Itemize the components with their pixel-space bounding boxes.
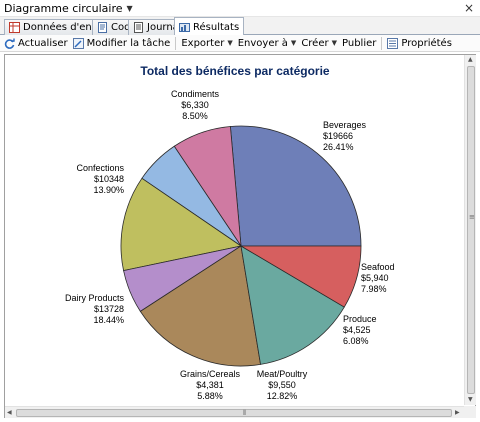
tab-label: Code: [111, 22, 137, 33]
chevron-down-icon[interactable]: ▼: [126, 3, 133, 13]
slice-label-percent: 5.88%: [197, 391, 223, 401]
window-titlebar: Diagramme circulaire ▼ ×: [0, 0, 480, 17]
vertical-scrollbar[interactable]: ▲ ≡ ▼: [464, 55, 476, 405]
modify-task-button[interactable]: Modifier la tâche: [72, 37, 170, 49]
slice-label-percent: 18.44%: [93, 315, 124, 325]
tab-strip: Données d'entrée Code Journal Résultats: [0, 17, 480, 36]
refresh-button[interactable]: Actualiser: [4, 38, 68, 49]
slice-label-percent: 26.41%: [323, 142, 354, 152]
results-viewer: Total des bénéfices par catégorie Bevera…: [4, 54, 476, 418]
tab-label: Journal: [147, 22, 182, 33]
refresh-icon: [4, 38, 15, 49]
pie-slice-confections: [240, 245, 345, 365]
vertical-scroll-thumb[interactable]: ≡: [467, 66, 475, 394]
scroll-right-icon[interactable]: ▶: [455, 409, 460, 416]
slice-label-name: Grains/Cereals: [180, 369, 241, 379]
scrollbar-corner: [464, 406, 476, 418]
window-title: Diagramme circulaire: [4, 1, 123, 15]
chevron-down-icon: ▼: [227, 39, 233, 47]
slice-label-amount: $5,940: [361, 273, 389, 283]
tab-results[interactable]: Résultats: [174, 17, 245, 36]
slice-label-percent: 13.90%: [93, 185, 124, 195]
chevron-down-icon: ▼: [331, 39, 337, 47]
grip-icon: ≡: [469, 213, 475, 221]
results-toolbar: Actualiser Modifier la tâche Exporter ▼ …: [0, 35, 480, 52]
slice-label-name: Condiments: [171, 89, 220, 99]
toolbar-separator: [381, 36, 383, 50]
slice-label-percent: 8.50%: [182, 111, 208, 121]
slice-label-amount: $9,550: [268, 380, 296, 390]
pie-slice-dairy-products: [139, 245, 262, 367]
slice-label-name: Beverages: [323, 120, 367, 130]
scroll-down-icon[interactable]: ▼: [468, 396, 473, 403]
horizontal-scrollbar[interactable]: ◀ ⦀ ▶: [5, 406, 464, 418]
chart-container: Total des bénéfices par catégorie Bevera…: [7, 57, 463, 405]
pie-slice-condiments: [239, 245, 362, 308]
slice-label-amount: $4,381: [196, 380, 224, 390]
edit-task-icon: [72, 37, 84, 49]
pie-slice-beverages: [229, 125, 362, 247]
slice-label-amount: $4,525: [343, 325, 371, 335]
slice-label-name: Confections: [76, 163, 124, 173]
log-icon: [133, 22, 144, 33]
grip-icon: ⦀: [243, 409, 247, 417]
export-menu[interactable]: Exporter ▼: [181, 37, 233, 49]
create-menu[interactable]: Créer ▼: [301, 37, 337, 49]
chevron-down-icon: ▼: [290, 39, 297, 47]
slice-label-name: Meat/Poultry: [257, 369, 308, 379]
slice-label-percent: 12.82%: [267, 391, 298, 401]
chart-title: Total des bénéfices par catégorie: [140, 64, 330, 78]
publish-button[interactable]: Publier: [342, 37, 377, 49]
slice-label-name: Seafood: [361, 262, 395, 272]
code-icon: [97, 22, 108, 33]
slice-label-percent: 6.08%: [343, 336, 369, 346]
close-icon[interactable]: ×: [463, 1, 474, 15]
tab-label: Données d'entrée: [23, 22, 112, 33]
slice-label-amount: $6,330: [181, 100, 209, 110]
scroll-left-icon[interactable]: ◀: [7, 409, 12, 416]
slice-label-name: Dairy Products: [65, 293, 125, 303]
slice-label-name: Produce: [343, 314, 377, 324]
properties-icon: [387, 37, 399, 49]
results-icon: [179, 22, 190, 33]
slice-label-amount: $19666: [323, 131, 353, 141]
slice-label-percent: 7.98%: [361, 284, 387, 294]
properties-button[interactable]: Propriétés: [387, 37, 452, 49]
data-table-icon: [9, 22, 20, 33]
slice-label-amount: $13728: [94, 304, 124, 314]
send-to-menu[interactable]: Envoyer à ▼: [237, 37, 297, 49]
horizontal-scroll-thumb[interactable]: ⦀: [16, 409, 452, 417]
toolbar-separator: [175, 36, 177, 50]
tab-label: Résultats: [193, 21, 240, 33]
slice-label-amount: $10348: [94, 174, 124, 184]
pie-slice-meat-poultry: [120, 177, 243, 272]
scroll-up-icon[interactable]: ▲: [468, 56, 473, 63]
